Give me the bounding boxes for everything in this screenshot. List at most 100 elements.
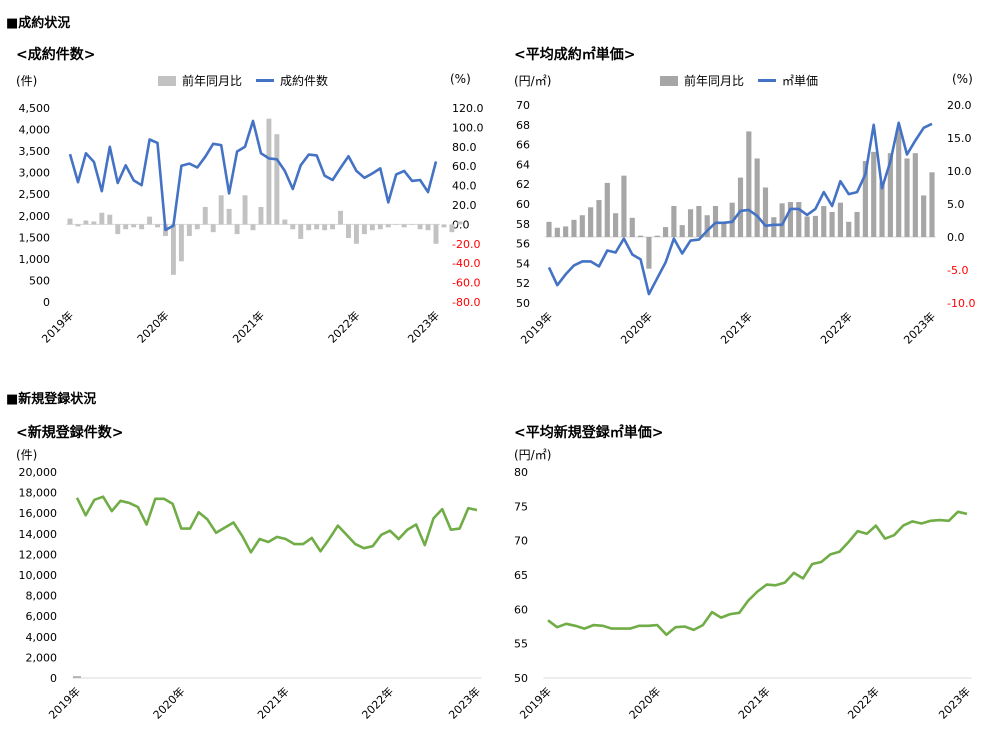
bar <box>266 118 272 225</box>
chart-title-contract-count: <成約件数> <box>16 47 96 63</box>
bar <box>704 215 710 237</box>
section-title-registrations: ■新規登録状況 <box>6 392 97 407</box>
legend: 前年同月比 ㎡単価 <box>660 72 818 89</box>
x-tick-label: 2020年 <box>626 684 663 721</box>
y-tick-label: 2,000 <box>19 210 51 223</box>
y2-tick-label: 20.0 <box>947 99 972 112</box>
bar <box>417 224 423 230</box>
bar <box>115 224 121 235</box>
y-tick-label: 18,000 <box>19 487 58 500</box>
bar <box>896 128 902 237</box>
bar <box>393 224 399 225</box>
bar <box>433 224 439 244</box>
y2-tick-label: -5.0 <box>947 264 968 277</box>
x-tick-label: 2023年 <box>446 684 483 721</box>
legend-label-line: 成約件数 <box>280 74 329 88</box>
y-tick-label: 64 <box>516 158 530 171</box>
y-tick-label: 4,000 <box>19 124 51 137</box>
y2-tick-label: 0.0 <box>452 218 470 231</box>
bar <box>67 218 73 225</box>
bar <box>147 216 153 225</box>
bar <box>596 200 602 237</box>
chart-title-avg-registration-price: <平均新規登録㎡単価> <box>514 425 664 441</box>
right-axis-unit: (%) <box>952 72 973 86</box>
y-tick-label: 20,000 <box>19 466 58 479</box>
y-tick-label: 62 <box>516 178 530 191</box>
bar <box>210 224 216 233</box>
bar <box>563 226 569 237</box>
bar <box>812 215 819 237</box>
left-axis-unit: (円/㎡) <box>514 448 552 462</box>
y-tick-label: 0 <box>50 672 57 685</box>
bar <box>654 235 660 237</box>
bar <box>554 227 560 237</box>
y-tick-label: 4,500 <box>19 102 51 115</box>
y-tick-label: 16,000 <box>19 507 58 520</box>
bar <box>91 221 97 225</box>
bar <box>737 177 744 237</box>
bar <box>258 206 264 225</box>
bar <box>613 213 619 237</box>
x-tick-label: 2022年 <box>359 684 396 721</box>
y2-tick-label: 60.0 <box>452 160 477 173</box>
y2-tick-label: 15.0 <box>947 132 972 145</box>
bar <box>282 219 288 225</box>
series-line <box>75 495 478 554</box>
bar <box>361 224 367 235</box>
bar <box>107 214 113 225</box>
bar <box>369 224 375 231</box>
y-tick-label: 54 <box>516 257 530 270</box>
bar <box>83 220 89 225</box>
bar <box>921 195 927 237</box>
y-tick-label: 0 <box>43 296 50 309</box>
y-tick-label: 3,500 <box>19 145 51 158</box>
y2-tick-label: 20.0 <box>452 199 477 212</box>
y-tick-label: 500 <box>29 274 50 287</box>
bar <box>846 221 852 237</box>
bar <box>457 221 463 225</box>
y-tick-label: 14,000 <box>19 528 58 541</box>
legend-swatch-line <box>256 79 275 82</box>
y-tick-label: 65 <box>514 569 528 582</box>
bar <box>871 151 877 237</box>
y2-tick-label: -80.0 <box>452 296 480 309</box>
y2-tick-label: 0.0 <box>947 231 965 244</box>
y-tick-label: 60 <box>514 603 528 616</box>
y-tick-label: 12,000 <box>19 548 58 561</box>
x-tick-label: 2019年 <box>39 308 76 345</box>
bar <box>202 206 208 225</box>
chart-title-new-registrations: <新規登録件数> <box>16 425 124 441</box>
y2-tick-label: -10.0 <box>947 297 975 310</box>
y-tick-label: 50 <box>514 672 528 685</box>
y-tick-label: 2,500 <box>19 188 51 201</box>
x-tick-label: 2019年 <box>517 684 554 721</box>
bar <box>679 225 685 237</box>
y2-tick-label: 120.0 <box>452 102 484 115</box>
bar <box>837 202 843 237</box>
y-tick-label: 2,000 <box>26 651 58 664</box>
bar <box>298 224 304 239</box>
y-tick-label: 80 <box>514 466 528 479</box>
bar <box>250 224 256 231</box>
x-tick-label: 2019年 <box>518 309 555 346</box>
bar <box>804 216 810 237</box>
y-tick-label: 70 <box>514 535 528 548</box>
bar <box>242 195 248 225</box>
y-tick-label: 66 <box>516 139 530 152</box>
bar <box>314 224 320 230</box>
y-tick-label: 1,000 <box>19 253 51 266</box>
bar <box>662 227 669 237</box>
y2-tick-label: -20.0 <box>452 238 480 251</box>
bar <box>338 210 343 225</box>
bar <box>912 153 918 237</box>
y-tick-label: 4,000 <box>26 631 58 644</box>
bar <box>629 217 635 237</box>
bar <box>218 195 224 225</box>
bar <box>322 224 328 231</box>
bar <box>377 224 383 230</box>
legend-swatch-line <box>758 79 777 82</box>
bar <box>712 205 719 237</box>
left-axis-unit: (件) <box>16 448 38 462</box>
legend-label-yoy: 前年同月比 <box>684 74 745 88</box>
